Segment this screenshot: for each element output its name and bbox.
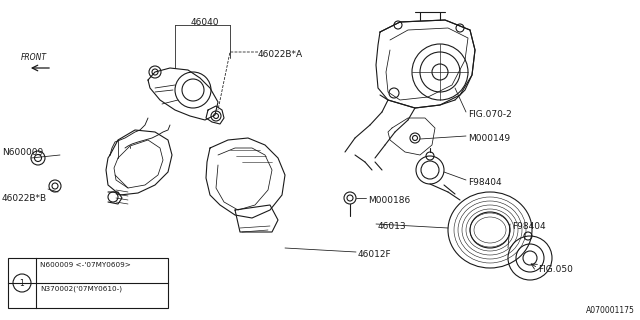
Text: 46040: 46040 [191,18,220,27]
Text: M000149: M000149 [468,134,510,143]
Text: F98404: F98404 [468,178,502,187]
Text: FIG.050: FIG.050 [538,265,573,274]
Text: F98404: F98404 [512,222,546,231]
Bar [8,258,168,308]
Text: A070001175: A070001175 [586,306,635,315]
Text: 46013: 46013 [378,222,406,231]
Text: N370002('07MY0610-): N370002('07MY0610-) [40,285,122,292]
Text: 46012F: 46012F [358,250,392,259]
Text: 46022B*B: 46022B*B [2,194,47,203]
Text: FRONT: FRONT [21,53,47,62]
Text: 46022B*A: 46022B*A [258,50,303,59]
Circle shape [13,274,31,292]
Text: N600009 <-'07MY0609>: N600009 <-'07MY0609> [40,262,131,268]
Text: M000186: M000186 [368,196,410,205]
Text: N600009: N600009 [2,148,44,157]
Text: 1: 1 [20,278,24,287]
Text: FIG.070-2: FIG.070-2 [468,110,512,119]
